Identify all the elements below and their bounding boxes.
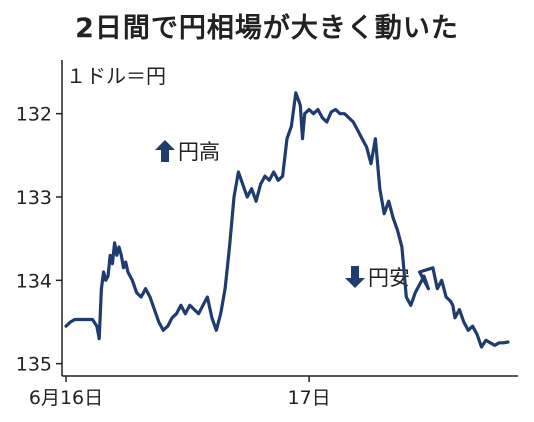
y-tick-label: 132 — [16, 104, 52, 126]
annotation-yen-up: 円高 — [154, 136, 220, 166]
unit-label: １ドル＝円 — [66, 64, 166, 88]
series-line — [64, 91, 510, 349]
annotation-up-label: 円高 — [178, 140, 220, 164]
arrow-down-icon — [344, 265, 366, 289]
x-tick-label: 6月16日 — [29, 387, 103, 409]
arrow-up-icon — [154, 139, 176, 163]
x-tick-label: 17日 — [288, 387, 331, 409]
y-tick-label: 134 — [16, 270, 52, 292]
y-tick-label: 133 — [16, 187, 52, 209]
chart-title: 2日間で円相場が大きく動いた — [75, 13, 459, 44]
y-tick-label: 135 — [16, 354, 52, 376]
